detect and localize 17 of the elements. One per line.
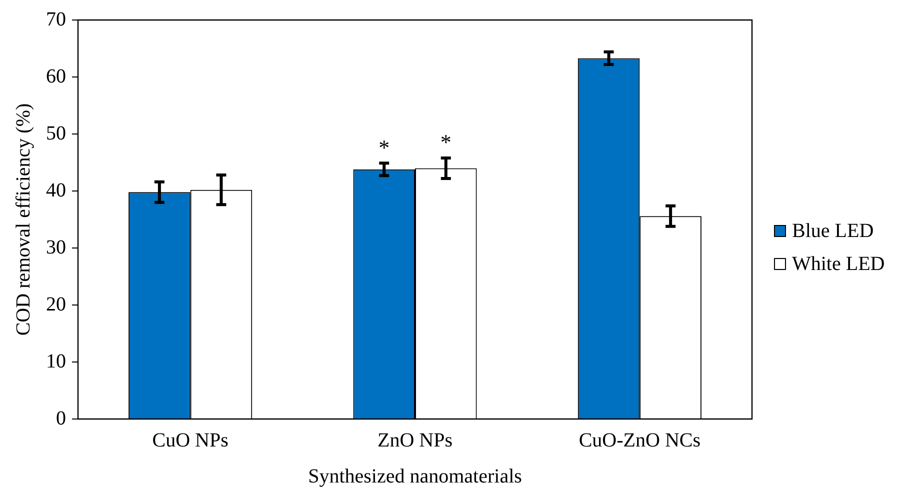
x-tick-label: CuO NPs — [152, 429, 229, 452]
y-axis-title: COD removal efficiency (%) — [12, 103, 34, 336]
y-tick-label: 0 — [56, 407, 66, 430]
y-tick-label: 40 — [46, 179, 66, 202]
legend-label: Blue LED — [792, 220, 874, 242]
y-tick-label: 10 — [46, 350, 66, 372]
text: White LED — [792, 252, 885, 276]
annotation: * — [440, 130, 452, 155]
y-tick-label: 70 — [46, 8, 66, 30]
y-tick-label: 60 — [46, 65, 66, 88]
y-tick-label: 20 — [46, 293, 66, 316]
x-tick-label: CuO-ZnO NCs — [578, 429, 701, 452]
x-axis-title: Synthesized nanomaterials — [308, 465, 522, 488]
y-tick-label: 30 — [46, 236, 66, 258]
y-tick-label: 50 — [46, 122, 66, 144]
x-tick-label: ZnO NPs — [377, 429, 453, 452]
annotation: * — [378, 134, 390, 160]
